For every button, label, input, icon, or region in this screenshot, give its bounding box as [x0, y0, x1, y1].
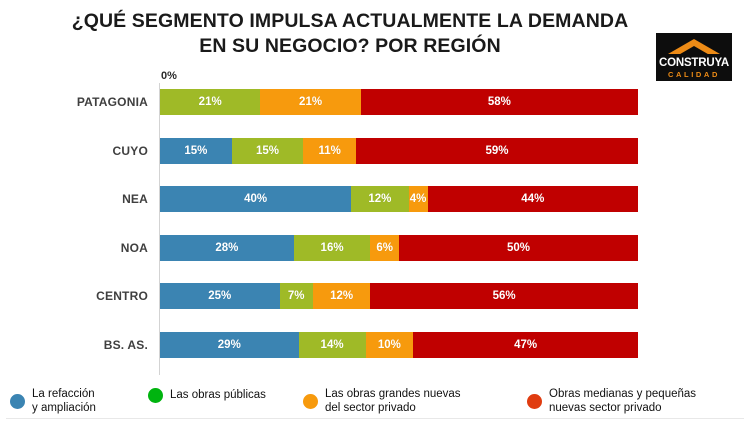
- chart-row: NEA 40% 12% 4% 44%: [0, 186, 750, 212]
- bar-segment-value: 21%: [198, 96, 222, 108]
- category-label: PATAGONIA: [76, 95, 148, 109]
- construya-logo: CONSTRUYA CALIDAD: [656, 33, 732, 81]
- legend-item-label-line-1: Las obras públicas: [170, 388, 266, 401]
- bar-segment: 44%: [427, 186, 638, 212]
- bar-segment: 58%: [360, 89, 638, 115]
- legend-item-label-line-1: Obras medianas y pequeñas: [549, 388, 697, 400]
- bar-segment: 40%: [160, 186, 352, 212]
- bar-segment-value: 7%: [287, 290, 305, 302]
- category-label: BS. AS.: [103, 337, 148, 352]
- bar-segment: 12%: [312, 283, 371, 309]
- page-title: ¿QUÉ SEGMENTO IMPULSA ACTUALMENTE LA DEM…: [40, 9, 660, 59]
- bar-segment-value: 16%: [320, 241, 344, 254]
- legend-item-label: La refacción y ampliación: [32, 388, 96, 415]
- logo-brand-name: CONSTRUYA: [659, 57, 729, 69]
- axis-origin-label: 0%: [161, 70, 177, 82]
- stacked-bar: 25% 7% 12% 56%: [160, 283, 638, 309]
- legend-item[interactable]: La refacción y ampliación: [10, 388, 96, 415]
- bar-segment: 25%: [160, 283, 280, 309]
- legend-color-swatch-icon: [148, 388, 163, 403]
- bar-segment-value: 50%: [506, 241, 530, 254]
- bar-segment-value: 6%: [376, 241, 393, 254]
- legend-item-label-line-2: y ampliación: [32, 401, 96, 414]
- legend-item-label-line-1: Las obras grandes nuevas: [325, 388, 461, 400]
- bar-segment: 4%: [408, 186, 428, 212]
- bar-segment: 28%: [160, 234, 294, 261]
- stacked-bar: 15% 15% 11% 59%: [160, 137, 638, 164]
- bar-segment: 47%: [413, 331, 638, 358]
- legend-item-label-line-1: La refacción: [32, 388, 95, 400]
- legend-item-label-line-2: del sector privado: [325, 401, 416, 414]
- page-title-line-2: EN SU NEGOCIO? POR REGIÓN: [199, 35, 501, 57]
- logo-tagline: CALIDAD: [668, 70, 720, 79]
- stacked-bar: 29% 14% 10% 47%: [160, 331, 638, 358]
- legend-item[interactable]: Obras medianas y pequeñas nuevas sector p…: [527, 388, 696, 415]
- page-title-line-1: ¿QUÉ SEGMENTO IMPULSA ACTUALMENTE LA DEM…: [71, 10, 629, 32]
- bar-segment-value: 28%: [215, 241, 239, 254]
- bar-segment: 15%: [231, 137, 304, 164]
- chart-row: PATAGONIA 21% 21% 58%: [0, 89, 750, 115]
- bar-segment-value: 14%: [320, 338, 344, 351]
- stacked-bar-chart: 0% PATAGONIA 21% 21% 58% CUYO 15% 15% 11% 59% NEA…: [0, 70, 750, 375]
- stacked-bar: 28% 16% 6% 50%: [160, 234, 638, 261]
- stacked-bar: 21% 21% 58%: [160, 89, 638, 115]
- bar-segment: 14%: [298, 331, 366, 358]
- chart-row: CUYO 15% 15% 11% 59%: [0, 137, 750, 164]
- legend-color-swatch-icon: [10, 394, 25, 409]
- bar-segment: 6%: [370, 234, 399, 261]
- category-label: CENTRO: [96, 289, 148, 303]
- legend-item[interactable]: Las obras grandes nuevas del sector priva…: [303, 388, 461, 415]
- bar-segment-value: 10%: [377, 338, 401, 351]
- category-label: NOA: [120, 240, 148, 255]
- bar-segment-value: 12%: [368, 193, 392, 205]
- bar-segment-value: 47%: [514, 338, 538, 351]
- chart-legend: La refacción y ampliación Las obras públic…: [0, 388, 750, 426]
- bar-segment: 15%: [160, 137, 232, 164]
- bar-segment: 10%: [365, 331, 414, 358]
- bar-segment-value: 25%: [208, 290, 232, 302]
- bar-segment-value: 59%: [485, 144, 509, 157]
- legend-item-label: Las obras grandes nuevas del sector priva…: [325, 388, 461, 415]
- stacked-bar: 40% 12% 4% 44%: [160, 186, 638, 212]
- legend-divider: [6, 418, 744, 419]
- bar-segment-value: 58%: [487, 96, 511, 108]
- chart-row: CENTRO 25% 7% 12% 56%: [0, 283, 750, 309]
- category-label: CUYO: [112, 143, 148, 158]
- bar-segment-value: 12%: [330, 290, 354, 302]
- bar-segment: 29%: [160, 331, 299, 358]
- legend-color-swatch-icon: [527, 394, 542, 409]
- chart-row: BS. AS. 29% 14% 10% 47%: [0, 331, 750, 358]
- legend-item-label: Obras medianas y pequeñas nuevas sector p…: [549, 388, 696, 415]
- bar-segment-value: 40%: [244, 193, 268, 205]
- bar-segment: 11%: [303, 137, 356, 164]
- value-axis-line: [159, 83, 160, 375]
- bar-segment: 7%: [279, 283, 313, 309]
- bar-segment-value: 21%: [299, 96, 323, 108]
- bar-segment: 56%: [370, 283, 638, 309]
- bar-segment-value: 44%: [521, 193, 545, 205]
- legend-item[interactable]: Las obras públicas: [148, 388, 266, 403]
- legend-item-label: Las obras públicas: [170, 389, 266, 403]
- bar-segment: 50%: [398, 234, 638, 261]
- bar-segment: 12%: [351, 186, 409, 212]
- bar-segment: 16%: [293, 234, 371, 261]
- chart-row: NOA 28% 16% 6% 50%: [0, 234, 750, 261]
- bar-segment-value: 29%: [217, 338, 241, 351]
- bar-segment: 21%: [160, 89, 261, 115]
- bar-segment: 21%: [260, 89, 361, 115]
- legend-item-label-line-2: nuevas sector privado: [549, 401, 662, 414]
- house-roof-inner-icon: [675, 46, 713, 57]
- legend-color-swatch-icon: [303, 394, 318, 409]
- bar-segment-value: 11%: [318, 144, 341, 157]
- bar-segment-value: 56%: [492, 290, 516, 302]
- bar-segment-value: 15%: [184, 144, 208, 157]
- bar-segment-value: 4%: [409, 193, 427, 205]
- category-label: NEA: [122, 192, 148, 206]
- bar-segment: 59%: [355, 137, 638, 164]
- bar-segment-value: 15%: [256, 144, 280, 157]
